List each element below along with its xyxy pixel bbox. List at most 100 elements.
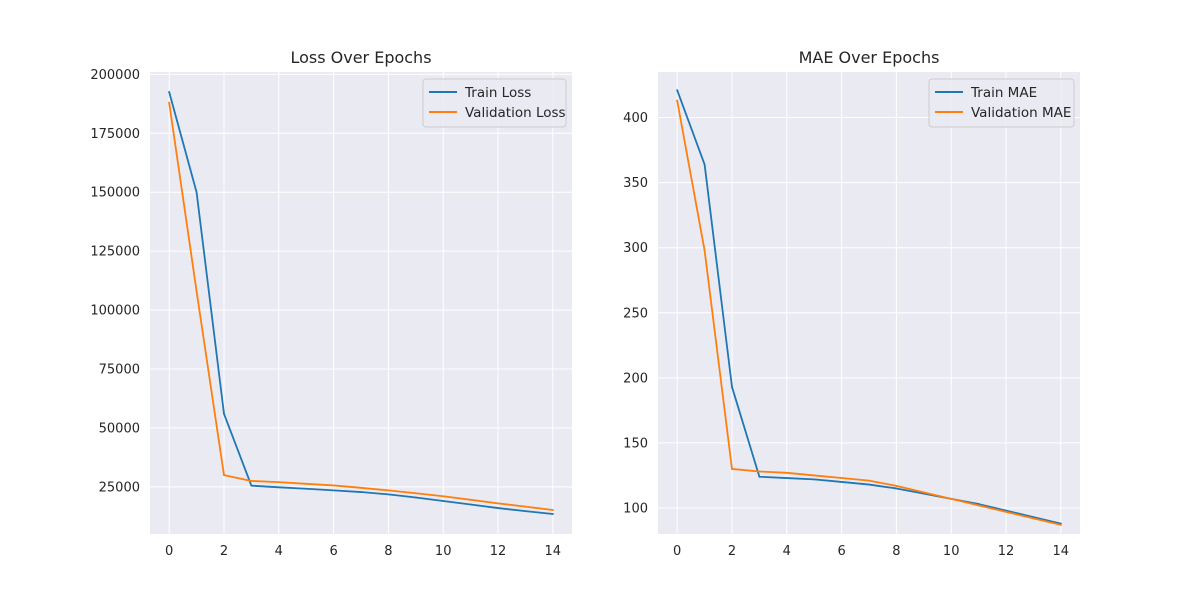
loss-data-point [387, 489, 390, 492]
loss-y-tick-label: 125000 [90, 245, 140, 260]
mae-legend-label: Validation MAE [971, 105, 1071, 121]
loss-data-point [250, 480, 253, 482]
mae-data-point [703, 249, 706, 252]
mae-x-tick-label: 6 [837, 544, 845, 559]
loss-data-point [360, 486, 362, 489]
loss-data-point [168, 91, 171, 93]
mae-data-point [1059, 523, 1062, 526]
loss-data-point [195, 290, 198, 293]
mae-data-point [868, 483, 870, 486]
loss-data-point [442, 500, 445, 502]
mae-data-point [977, 504, 980, 507]
mae-chart: 0 2 4 6 8 10 12 14 100 150 200 250 300 350 400 MAE Over… [623, 48, 1080, 559]
loss-data-point [332, 484, 335, 487]
loss-y-tick-label: 75000 [99, 363, 140, 378]
loss-x-tick-label: 8 [384, 544, 392, 559]
loss-data-point [360, 491, 362, 493]
loss-y-tick-label: 175000 [90, 127, 140, 142]
loss-x-tick-label: 0 [165, 544, 173, 559]
mae-data-point [731, 386, 733, 388]
loss-data-point [250, 484, 253, 487]
mae-data-point [1032, 517, 1035, 520]
mae-chart-title: MAE Over Epochs [799, 48, 940, 67]
loss-legend-box [422, 78, 567, 128]
loss-data-point [524, 505, 527, 508]
mae-data-point [813, 478, 816, 481]
mae-data-point [840, 481, 843, 483]
mae-y-tick-label: 350 [623, 176, 648, 191]
mae-y-tick-label: 250 [623, 306, 648, 321]
loss-data-point [497, 507, 499, 509]
loss-x-tick-label: 2 [220, 544, 228, 559]
loss-data-point [277, 481, 280, 484]
mae-y-tick-label: 150 [623, 436, 648, 451]
loss-y-tick-label: 100000 [90, 304, 140, 319]
mae-data-point [676, 99, 679, 102]
mae-x-tick-label: 12 [998, 544, 1015, 559]
loss-y-tick-label: 50000 [99, 421, 140, 436]
mae-x-tick-label: 8 [892, 544, 900, 559]
mae-x-tick-label: 2 [728, 544, 736, 559]
loss-plot-area [150, 72, 572, 534]
loss-y-tick-label: 150000 [90, 186, 140, 201]
mae-data-point [731, 468, 733, 470]
mae-x-tick-label: 4 [783, 544, 791, 559]
mae-data-point [868, 479, 870, 482]
loss-x-tick-label: 4 [275, 544, 283, 559]
loss-chart-title: Loss Over Epochs [290, 48, 431, 67]
mae-data-point [758, 475, 761, 478]
mae-data-point [813, 474, 816, 477]
mae-data-point [785, 477, 788, 479]
loss-x-tick-label: 14 [545, 544, 562, 559]
loss-data-point [305, 487, 308, 490]
loss-y-tick-label: 200000 [90, 68, 140, 83]
loss-x-tick-label: 12 [490, 544, 507, 559]
loss-y-tick-label: 25000 [99, 480, 140, 495]
loss-data-point [195, 191, 198, 194]
mae-data-point [950, 497, 953, 500]
mae-data-point [703, 163, 706, 166]
mae-data-point [676, 89, 679, 92]
mae-x-tick-label: 10 [943, 544, 960, 559]
mae-y-tick-label: 100 [623, 501, 648, 516]
mae-data-point [758, 470, 761, 473]
mae-data-point [922, 491, 925, 494]
mae-data-point [895, 484, 898, 487]
loss-data-point [551, 509, 554, 511]
loss-data-point [387, 493, 390, 496]
loss-legend-label: Validation Loss [465, 105, 566, 121]
mae-y-tick-label: 400 [623, 111, 648, 126]
loss-data-point [551, 513, 554, 515]
mae-data-point [895, 487, 898, 490]
loss-data-point [469, 503, 472, 506]
mae-legend-box [928, 78, 1075, 128]
mae-data-point [1005, 510, 1007, 513]
loss-chart: 0 2 4 6 8 10 12 14 25000 50000 75000 100000 125000 15… [90, 48, 572, 559]
loss-data-point [414, 492, 417, 495]
mae-x-tick-label: 0 [673, 544, 681, 559]
mae-legend-label: Train MAE [970, 85, 1037, 101]
loss-x-tick-label: 6 [329, 544, 337, 559]
loss-data-point [277, 486, 280, 489]
loss-data-point [524, 510, 527, 513]
mae-y-tick-label: 300 [623, 241, 648, 256]
mae-data-point [785, 471, 788, 474]
loss-data-point [442, 495, 445, 498]
loss-legend: Train Loss Validation Loss [422, 78, 567, 128]
mae-plot-area [658, 72, 1080, 534]
loss-data-point [414, 496, 417, 499]
loss-data-point [305, 482, 308, 485]
mae-y-tick-label: 200 [623, 371, 648, 386]
loss-data-point [497, 502, 499, 505]
loss-data-point [332, 489, 335, 492]
mae-x-tick-label: 14 [1053, 544, 1070, 559]
loss-legend-label: Train Loss [464, 85, 531, 101]
mae-legend: Train MAE Validation MAE [928, 78, 1075, 128]
loss-x-tick-label: 10 [435, 544, 452, 559]
loss-data-point [168, 101, 171, 104]
mae-data-point [840, 477, 843, 479]
loss-data-point [223, 412, 225, 415]
loss-data-point [223, 474, 225, 476]
loss-data-point [469, 498, 472, 501]
